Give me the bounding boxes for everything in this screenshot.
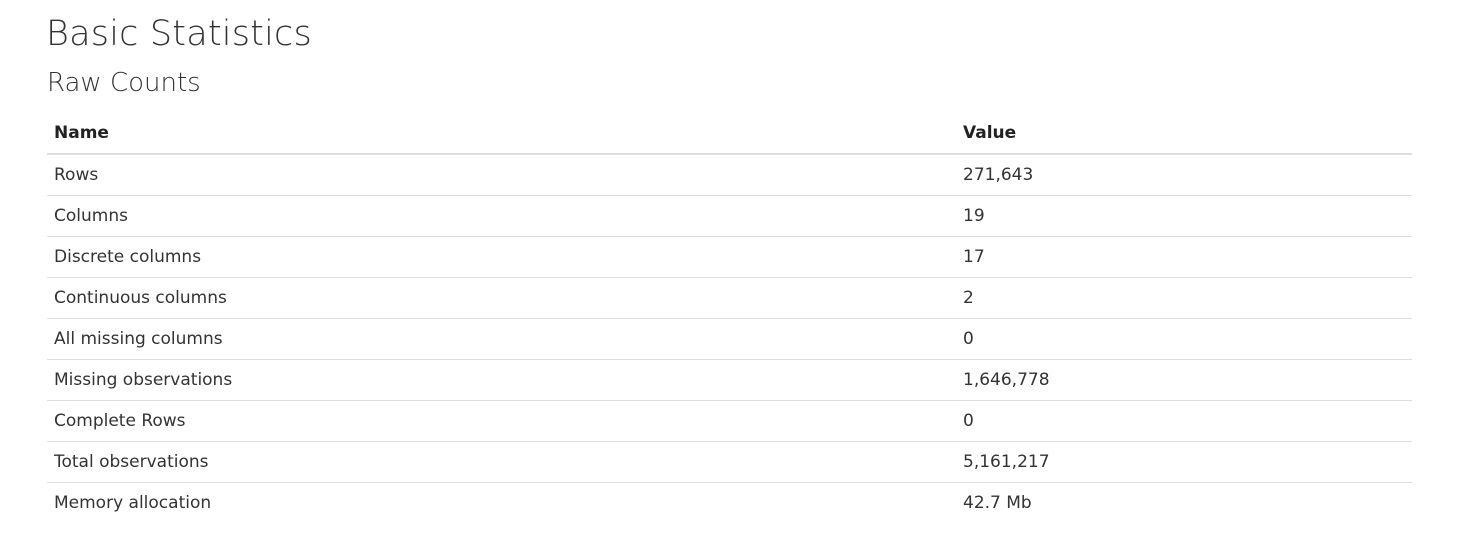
row-name-cell: Total observations — [47, 441, 956, 483]
row-name-cell: Rows — [47, 154, 956, 196]
table-row: Memory allocation 42.7 Mb — [47, 483, 1412, 524]
row-value-cell: 42.7 Mb — [963, 493, 1032, 513]
row-value-cell: 17 — [956, 236, 1412, 278]
row-name-cell: Complete Rows — [47, 400, 956, 442]
table-row: Discrete columns 17 — [47, 236, 1412, 278]
row-value-cell: 5,161,217 — [956, 441, 1412, 483]
section-title: Raw Counts — [47, 68, 201, 98]
table-row: Rows 271,643 — [47, 154, 1412, 196]
row-value-cell: 0 — [956, 318, 1412, 360]
row-name-cell: Continuous columns — [47, 277, 956, 319]
row-name-cell: Memory allocation — [54, 493, 212, 513]
table-row: Missing observations 1,646,778 — [47, 359, 1412, 401]
column-header-value: Value — [956, 112, 1412, 155]
row-name-cell: All missing columns — [47, 318, 956, 360]
row-value-cell: 2 — [956, 277, 1412, 319]
table-row: All missing columns 0 — [47, 318, 1412, 360]
row-value-cell: 1,646,778 — [956, 359, 1412, 401]
table-row: Complete Rows 0 — [47, 400, 1412, 442]
table-row: Columns 19 — [47, 195, 1412, 237]
column-header-name: Name — [47, 112, 956, 155]
row-name-cell: Columns — [47, 195, 956, 237]
page-title: Basic Statistics — [46, 14, 312, 54]
row-value-cell: 271,643 — [956, 154, 1412, 196]
table-row: Total observations 5,161,217 — [47, 441, 1412, 483]
table-row: Continuous columns 2 — [47, 277, 1412, 319]
row-name-cell: Discrete columns — [47, 236, 956, 278]
raw-counts-table: Name Value Rows 271,643 Columns 19 Discr… — [47, 112, 1412, 523]
table-header-row: Name Value — [47, 112, 1412, 155]
row-value-cell: 0 — [956, 400, 1412, 442]
row-name-cell: Missing observations — [47, 359, 956, 401]
row-value-cell: 19 — [956, 195, 1412, 237]
